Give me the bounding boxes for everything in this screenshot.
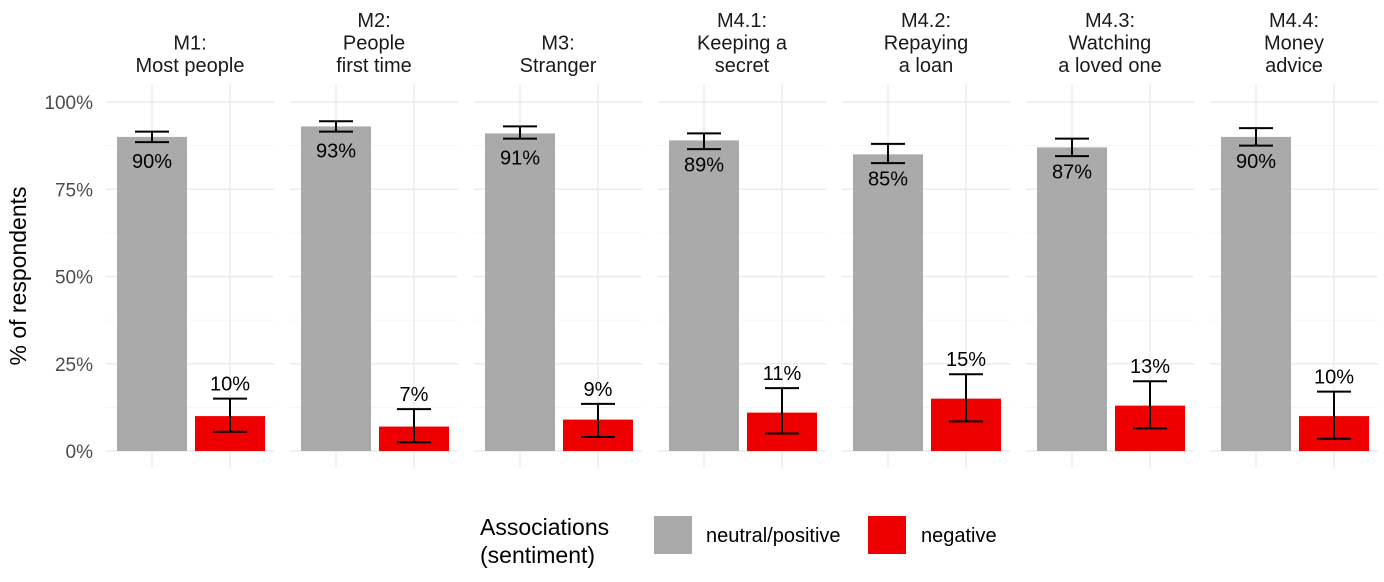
facet-title-line: M4.4: [1269,10,1319,32]
facet-title-line: first time [336,55,412,77]
data-label: 91% [500,147,540,169]
facet-panel: M2: People first time 93% 7% [290,10,458,468]
facet-panel: M4.1: Keeping a secret 89% 11% [658,10,826,468]
facet-title-line: Keeping a [697,33,788,55]
legend-key-negative [868,516,906,554]
data-label: 9% [584,379,613,401]
facet-title-line: M4.3: [1085,10,1135,32]
data-label: 10% [1314,367,1354,389]
bar-neutral-positive [301,126,371,452]
legend-title-line: Associations [480,514,609,540]
facet-title-line: a loan [899,55,954,77]
facet-title-line: Most people [136,55,245,77]
facet-title-line: M2: [357,10,390,32]
legend-title-line: (sentiment) [480,542,595,568]
legend-title: Associations (sentiment) [480,514,609,568]
data-label: 87% [1052,161,1092,183]
data-label: 90% [132,151,172,173]
y-tick-label: 25% [55,355,93,376]
facet-title-line: Watching [1069,33,1152,55]
y-axis-title: % of respondents [5,186,31,365]
bar-neutral-positive [485,133,555,451]
facet-title-line: M3: [541,33,574,55]
data-label: 85% [868,168,908,190]
bar-neutral-positive [1037,147,1107,451]
facet-title: M1: Most people [136,33,245,78]
facet-panel: M4.2: Repaying a loan 85% 15% [842,10,1010,468]
data-label: 90% [1236,151,1276,173]
data-label: 11% [763,363,802,385]
bar-neutral-positive [853,154,923,451]
data-label: 15% [946,349,986,371]
data-label: 10% [210,374,250,396]
y-tick-label: 75% [55,180,93,201]
facet-panel: M4.4: Money advice 90% 10% [1210,10,1378,468]
bar-neutral-positive [1221,136,1291,451]
data-label: 13% [1130,356,1170,378]
facet-title-line: Repaying [884,33,969,55]
y-tick-label: 0% [66,442,94,463]
facet-title-line: M4.1: [717,10,767,32]
legend-key-neutral-positive [654,516,692,554]
facet-title-line: M4.2: [901,10,951,32]
facet-title-line: People [343,33,405,55]
data-label: 93% [316,140,356,162]
legend-label: negative [921,525,997,547]
facet-title-line: M1: [173,33,206,55]
facet-title: M4.2: Repaying a loan [884,10,969,77]
facet-title-line: a loved one [1058,55,1161,77]
facet-panel: M4.3: Watching a loved one 87% 13% [1026,10,1194,468]
bar-neutral-positive [117,136,187,451]
facet-panel: M3: Stranger 91% 9% [474,33,642,468]
bar-neutral-positive [669,140,739,451]
facet-title-line: Money [1264,33,1324,55]
facet-title-line: Stranger [520,55,597,77]
facet-title: M4.4: Money advice [1264,10,1324,77]
data-label: 89% [684,154,724,176]
y-axis: 0% 25% 50% 75% 100% [44,93,93,463]
y-tick-label: 50% [55,268,93,289]
facet-panel: M1: Most people 90% 10% [106,33,274,468]
facet-title-line: advice [1265,55,1323,77]
data-label: 7% [400,384,429,406]
facet-title: M3: Stranger [520,33,597,78]
facet-title: M4.1: Keeping a secret [697,10,788,77]
facet-panels: M1: Most people 90% 10% M2: People first time 9… [106,10,1378,468]
legend: Associations (sentiment) neutral/positive n… [480,514,997,568]
y-tick-label: 100% [44,93,93,114]
legend-label: neutral/positive [706,525,841,547]
facet-title: M2: People first time [336,10,412,77]
facet-title: M4.3: Watching a loved one [1058,10,1161,77]
facet-title-line: secret [715,55,770,77]
